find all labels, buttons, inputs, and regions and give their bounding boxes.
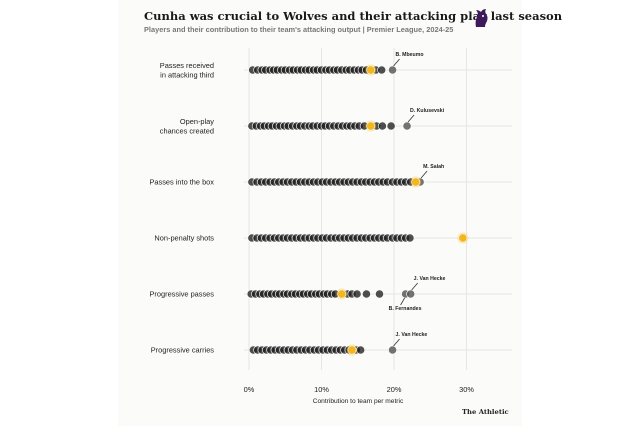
chart-title: Cunha was crucial to Wolves and their at… [144, 9, 563, 23]
row-2: Passes into the box M. Salah [149, 164, 512, 188]
annotated-player-dot [402, 121, 412, 131]
x-axis-ticks: 0% 10% 20% 30% [244, 385, 475, 394]
annotation-label: D. Kulusevski [410, 108, 445, 114]
player-dot [375, 289, 384, 299]
row-label: Passes received [160, 61, 214, 70]
annotated-player-dot [406, 289, 416, 299]
x-tick-label: 20% [387, 385, 402, 394]
annotation-leader-line [407, 114, 415, 123]
player-dot [352, 289, 362, 299]
annotation-label: M. Salah [423, 164, 444, 170]
cunha-dot [411, 177, 421, 187]
annotation-leader-line [393, 338, 400, 347]
chart-subtitle: Players and their contribution to their … [144, 25, 454, 34]
player-dot [377, 65, 387, 75]
annotation-leader-line [400, 297, 405, 306]
annotation-label: B. Mbeumo [396, 52, 424, 58]
player-dot [356, 345, 366, 355]
player-dot [386, 121, 396, 131]
annotation-leader-line [411, 282, 418, 291]
cunha-dot [366, 121, 376, 131]
annotated-player-dot [388, 345, 397, 355]
player-dot [362, 289, 371, 299]
annotation-label: B. Fernandes [389, 306, 422, 312]
row-label: Progressive passes [150, 290, 215, 299]
x-axis-title: Contribution to team per metric [313, 398, 404, 405]
premier-league-lion-icon [475, 9, 488, 27]
source-credit: The Athletic [462, 408, 509, 416]
row-label: chances created [160, 126, 214, 135]
grid-lines [248, 48, 467, 370]
cunha-dot [347, 345, 357, 355]
player-dot [405, 233, 415, 243]
cunha-dot [458, 233, 468, 243]
row-label: in attacking third [160, 70, 214, 79]
annotation-label: J. Van Hecke [396, 332, 428, 338]
row-label: Passes into the box [149, 178, 214, 187]
row-4: Progressive passes J. Van Hecke B. Fernand… [150, 276, 512, 312]
annotated-player-dot [388, 65, 397, 75]
annotation-label: J. Van Hecke [414, 276, 446, 282]
row-label: Progressive carries [151, 346, 215, 355]
x-tick-label: 0% [244, 385, 255, 394]
x-tick-label: 30% [459, 385, 474, 394]
row-label: Non-penalty shots [154, 234, 214, 243]
row-3: Non-penalty shots [154, 232, 512, 244]
annotation-leader-line [393, 58, 400, 67]
player-dot [377, 121, 387, 131]
annotation-leader-line [420, 170, 428, 179]
row-5: Progressive carries J. Van Hecke [151, 332, 512, 356]
x-tick-label: 10% [314, 385, 329, 394]
cunha-dot [337, 289, 347, 299]
cunha-dot [366, 65, 376, 75]
row-label: Open-play [180, 117, 214, 126]
